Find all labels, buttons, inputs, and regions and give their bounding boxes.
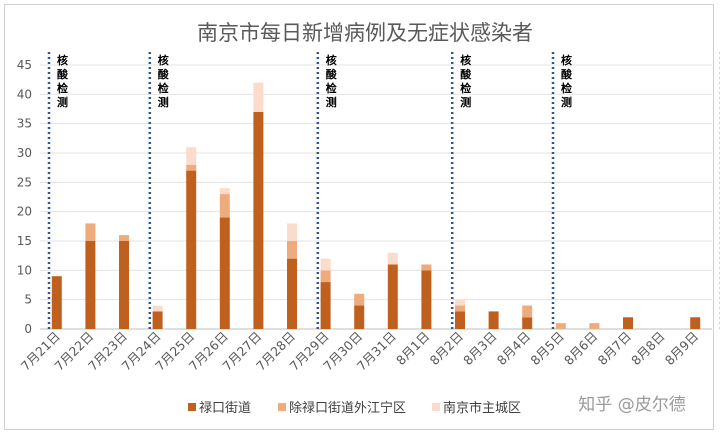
bar-2-7月23日: [119, 235, 129, 241]
bar-3-7月29日: [320, 258, 331, 271]
bar-3-7月27日: [253, 82, 264, 112]
x-tick-label: 8月1日: [393, 329, 433, 369]
bar-2-8月2日: [455, 305, 465, 312]
bar-2-7月22日: [85, 223, 96, 241]
annotation-text: 测: [561, 95, 572, 109]
y-tick-label: 10: [17, 263, 32, 277]
bar-1-7月31日: [387, 264, 398, 329]
bar-1-8月9日: [690, 317, 701, 329]
annotation-text: 测: [57, 95, 68, 109]
bar-3-7月31日: [387, 252, 398, 265]
annotation-text: 核: [158, 53, 169, 67]
legend-swatch: [278, 403, 286, 411]
annotation-text: 酸: [158, 67, 170, 81]
bar-3-7月24日: [152, 305, 163, 312]
annotation-text: 测: [326, 95, 337, 109]
x-tick-label: 8月2日: [427, 329, 467, 369]
bar-1-7月27日: [253, 111, 264, 329]
legend-label: 南京市主城区: [443, 400, 521, 416]
bar-1-7月26日: [219, 217, 230, 329]
x-tick-label: 8月6日: [561, 329, 601, 369]
y-tick-label: 5: [24, 293, 32, 307]
legend-swatch: [432, 403, 440, 411]
bar-2-7月28日: [287, 241, 297, 259]
annotation-text: 核: [460, 53, 471, 67]
y-tick-label: 15: [17, 234, 32, 248]
annotation-text: 测: [460, 95, 471, 109]
bar-2-8月1日: [421, 264, 432, 271]
bar-3-7月28日: [287, 223, 297, 241]
bar-2-8月4日: [522, 305, 533, 318]
bar-1-8月7日: [623, 317, 633, 329]
bar-1-7月23日: [119, 241, 129, 329]
bar-3-7月26日: [219, 188, 230, 195]
annotation-text: 检: [460, 81, 471, 95]
annotation-text: 检: [326, 81, 337, 95]
annotation-text: 核: [57, 53, 68, 67]
bar-2-8月6日: [589, 323, 600, 329]
legend-swatch: [188, 403, 196, 411]
bar-1-8月2日: [455, 311, 465, 329]
annotation-text: 检: [561, 81, 572, 95]
bar-2-7月26日: [219, 194, 230, 218]
bar-2-8月5日: [555, 323, 566, 329]
x-tick-label: 8月3日: [460, 329, 500, 369]
bar-2-7月25日: [186, 164, 197, 171]
bar-1-7月24日: [152, 311, 163, 329]
bar-1-7月25日: [186, 170, 197, 329]
chart-frame: [4, 4, 714, 430]
chart-title: 南京市每日新增病例及无症状感染者: [197, 21, 533, 45]
watermark: 知乎 @皮尔德: [578, 395, 685, 415]
bar-1-7月21日: [51, 276, 62, 329]
annotation-text: 测: [158, 95, 169, 109]
x-tick-label: 8月8日: [628, 329, 668, 369]
annotation-text: 检: [158, 81, 169, 95]
x-tick-label: 8月4日: [494, 329, 534, 369]
bar-1-8月1日: [421, 270, 432, 329]
annotation-text: 酸: [57, 67, 69, 81]
bar-1-8月4日: [522, 317, 533, 329]
y-tick-label: 40: [17, 87, 32, 101]
x-tick-label: 8月7日: [595, 329, 635, 369]
legend-label: 除禄口街道外江宁区: [289, 400, 406, 416]
legend-label: 禄口街道: [199, 401, 251, 416]
annotation-text: 核: [326, 53, 337, 67]
bar-1-7月29日: [320, 282, 331, 329]
annotation-text: 酸: [561, 67, 573, 81]
bar-2-7月29日: [320, 270, 331, 283]
bar-2-7月30日: [354, 293, 365, 306]
y-tick-label: 25: [17, 175, 32, 189]
annotation-text: 酸: [460, 67, 472, 81]
y-tick-label: 0: [24, 322, 32, 336]
bar-1-7月28日: [287, 258, 297, 329]
annotation-text: 核: [561, 53, 572, 67]
annotation-text: 检: [57, 81, 68, 95]
y-tick-label: 35: [17, 117, 32, 131]
x-tick-label: 8月5日: [527, 329, 567, 369]
annotation-text: 酸: [326, 67, 338, 81]
x-tick-label: 8月9日: [662, 329, 702, 369]
bar-1-7月30日: [354, 305, 365, 329]
bar-3-7月25日: [186, 147, 197, 165]
y-tick-label: 30: [17, 146, 32, 160]
y-tick-label: 45: [17, 58, 32, 72]
bar-1-7月22日: [85, 241, 96, 329]
y-tick-label: 20: [17, 205, 32, 219]
bar-3-8月2日: [455, 299, 465, 306]
bar-1-8月3日: [488, 311, 499, 329]
